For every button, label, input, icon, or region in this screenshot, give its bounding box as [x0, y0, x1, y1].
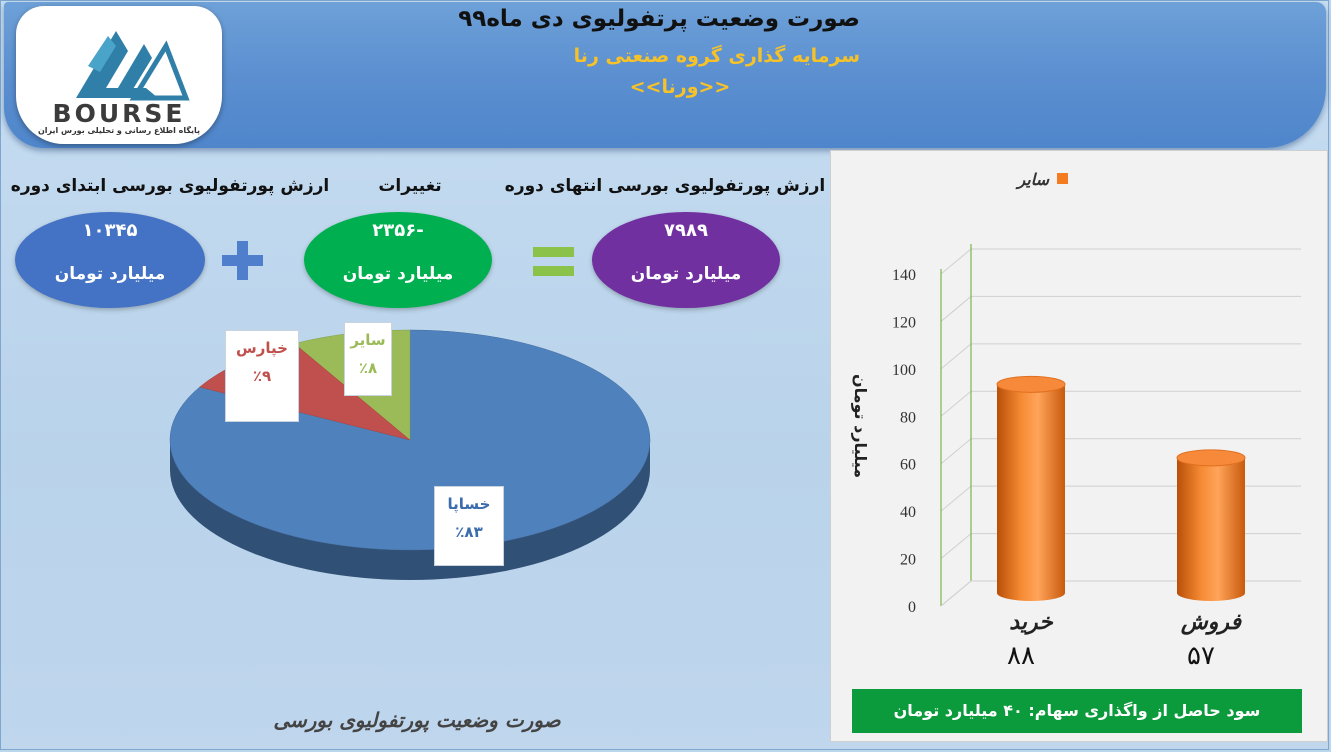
- start-value-label: ارزش پورتفولیوی بورسی ابتدای دوره: [10, 176, 330, 196]
- y-tick-label: 60: [900, 457, 916, 474]
- pie-label-khpars: خپارس ٪۹: [225, 330, 299, 422]
- gain-summary-box: سود حاصل از واگذاری سهام: ۴۰ میلیارد توم…: [852, 689, 1302, 733]
- logo: BOURSE پایگاه اطلاع رسانی و تحلیلی بورس …: [16, 6, 222, 144]
- x-tick-label: فروش: [1180, 610, 1243, 635]
- gridline: [940, 485, 1301, 512]
- page-title: صورت وضعیت پرتفولیوی دی ماه۹۹: [458, 6, 860, 32]
- pie-label-percent: ٪۸۳: [455, 523, 483, 541]
- gridline: [940, 295, 1301, 322]
- end-value-oval: ۷۹۸۹ میلیارد تومان: [592, 212, 780, 308]
- y-tick-label: 100: [892, 362, 916, 379]
- ticker-symbol: <<ورنا>>: [629, 76, 731, 98]
- end-value: ۷۹۸۹: [664, 220, 708, 241]
- logo-text: BOURSE: [52, 99, 186, 128]
- bar: [997, 384, 1065, 601]
- equals-sign-icon-lower: [533, 266, 574, 276]
- change-value: -۲۳۵۶: [372, 220, 424, 241]
- pie-label-name: خپارس: [236, 339, 288, 357]
- change-label: تغییرات: [378, 176, 442, 196]
- gridline: [940, 533, 1301, 559]
- gridline: [940, 580, 1301, 607]
- bar-value-label: ۵۷: [1187, 641, 1215, 671]
- portfolio-pie-chart: [169, 329, 651, 580]
- floor-line: [940, 580, 1301, 607]
- gridline: [940, 343, 1301, 370]
- end-value-unit: میلیارد تومان: [630, 264, 742, 284]
- logo-subtext: پایگاه اطلاع رسانی و تحلیلی بورس ایران: [37, 126, 201, 135]
- header-banner: [4, 2, 1326, 148]
- equals-sign-icon: [533, 247, 574, 257]
- pie-label-khsapa: خساپا ٪۸۳: [434, 486, 504, 566]
- bar-top: [996, 375, 1066, 393]
- pie-label-other: سایر ٪۸: [344, 322, 392, 396]
- start-value: ۱۰۳۴۵: [82, 220, 138, 241]
- legend-swatch: [1057, 173, 1068, 184]
- pie-slice-side: [170, 440, 650, 580]
- y-axis-label: میلیارد تومان: [851, 374, 870, 478]
- pie-caption: صورت وضعیت پورتفولیوی بورسی: [273, 708, 561, 732]
- y-tick-label: 140: [892, 267, 916, 284]
- change-value-oval: -۲۳۵۶ میلیارد تومان: [304, 212, 492, 308]
- gridline: [940, 438, 1301, 465]
- gridline: [940, 248, 1301, 275]
- y-tick-label: 0: [908, 599, 916, 616]
- y-tick-label: 40: [900, 504, 916, 521]
- y-tick-label: 20: [900, 552, 916, 569]
- end-value-label: ارزش پورتفولیوی بورسی انتهای دوره: [504, 176, 826, 196]
- bar: [1177, 457, 1245, 601]
- plus-sign-icon-vertical: [237, 241, 248, 280]
- bar-chart-panel: 0 20 40 60 80 100 120 140 میلیارد تومان سایر خرید ۸…: [830, 150, 1328, 742]
- logo-mark-icon: [76, 31, 190, 101]
- bar-top: [1176, 449, 1246, 467]
- y-tick-label: 120: [892, 314, 916, 331]
- start-value-oval: ۱۰۳۴۵ میلیارد تومان: [15, 212, 205, 308]
- pie-label-percent: ٪۹: [252, 367, 272, 385]
- gridline: [940, 390, 1301, 417]
- pie-label-name: سایر: [350, 331, 386, 349]
- start-value-unit: میلیارد تومان: [54, 264, 166, 284]
- pie-label-name: خساپا: [447, 495, 491, 513]
- bar-value-label: ۸۸: [1007, 641, 1035, 671]
- y-tick-label: 80: [900, 409, 916, 426]
- x-tick-label: خرید: [1009, 610, 1054, 635]
- pie-label-percent: ٪۸: [358, 359, 378, 377]
- buy-sell-bar-chart: 0 20 40 60 80 100 120 140 میلیارد تومان سایر خرید ۸…: [851, 170, 1301, 671]
- company-name: سرمایه گذاری گروه صنعتی رنا: [573, 45, 860, 67]
- legend-label: سایر: [1014, 170, 1049, 190]
- change-value-unit: میلیارد تومان: [342, 264, 454, 284]
